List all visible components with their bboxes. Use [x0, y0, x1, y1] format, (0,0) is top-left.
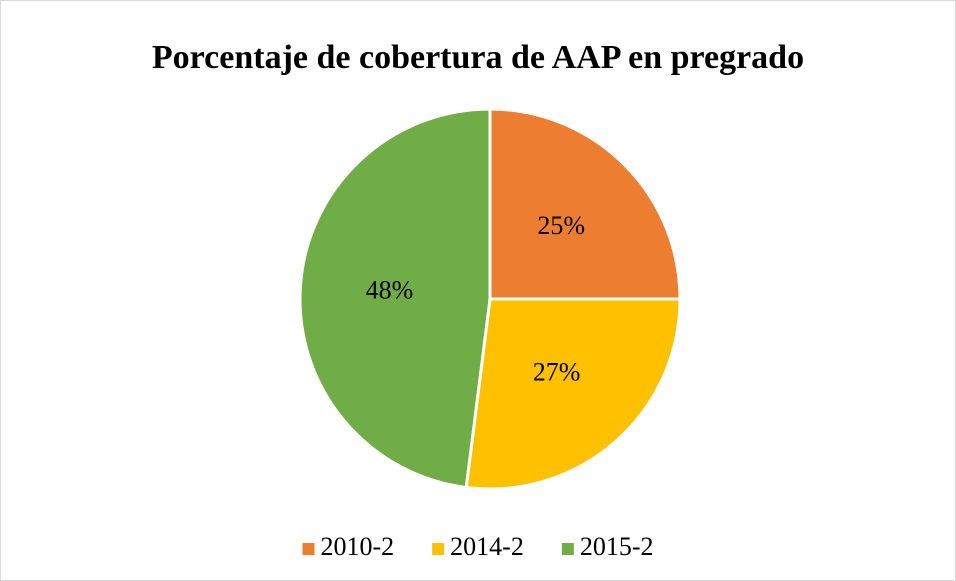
pie-slice [488, 107, 682, 301]
pie-slice [464, 297, 682, 491]
data-label: 27% [533, 358, 581, 387]
data-label: 48% [366, 276, 414, 305]
legend-swatch [432, 543, 445, 555]
legend-label: 2015-2 [580, 532, 654, 561]
data-label: 25% [537, 211, 585, 240]
legend-label: 2010-2 [320, 532, 394, 561]
legend-label: 2014-2 [450, 532, 524, 561]
legend-swatch [561, 543, 574, 555]
legend-swatch [302, 543, 315, 555]
chart-title: Porcentaje de cobertura de AAP en pregra… [152, 39, 804, 76]
pie-slice [298, 107, 492, 490]
